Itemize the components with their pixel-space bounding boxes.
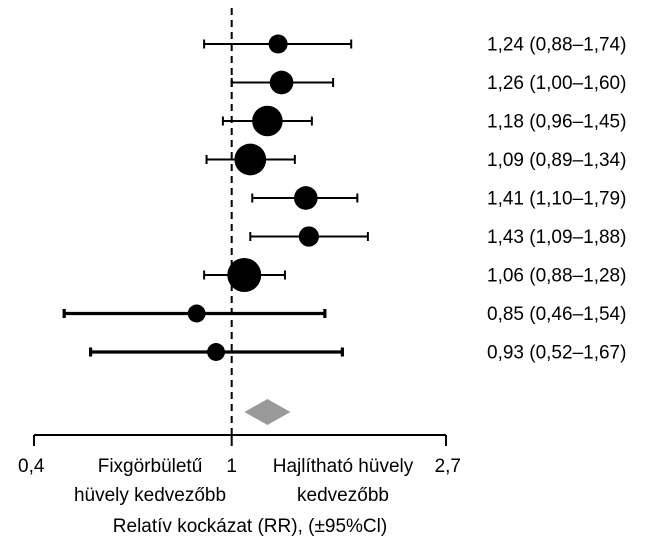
x-axis-title: Relatív kockázat (RR), (±95%Cl): [113, 516, 387, 537]
point-estimate-marker: [294, 186, 318, 210]
study-row: 1,26 (1,00–1,60): [230, 70, 626, 95]
study-row: 0,85 (0,46–1,54): [62, 304, 626, 325]
study-row: 1,43 (1,09–1,88): [249, 226, 626, 248]
study-row: 0,93 (0,52–1,67): [89, 343, 626, 364]
study-value-label: 0,93 (0,52–1,67): [487, 343, 626, 364]
study-value-label: 1,18 (0,96–1,45): [487, 112, 626, 133]
x-axis: 0,4 1 2,7: [18, 434, 461, 477]
point-estimate-marker: [268, 34, 288, 54]
study-value-label: 1,24 (0,88–1,74): [487, 35, 626, 56]
study-row: 1,24 (0,88–1,74): [203, 34, 626, 56]
x-tick-label: 0,4: [18, 456, 45, 477]
x-tick-label: 2,7: [435, 456, 461, 477]
favors-left-label-line-1: Fixgörbületű: [98, 456, 203, 477]
point-estimate-marker: [227, 258, 262, 292]
axis-labels: Fixgörbületű hüvely kedvezőbb Hajlítható…: [74, 456, 414, 537]
x-tick-label: 1: [226, 456, 237, 477]
point-estimate-marker: [298, 226, 319, 247]
study-value-label: 0,85 (0,46–1,54): [487, 304, 626, 325]
study-row: 1,18 (0,96–1,45): [221, 105, 626, 137]
study-value-label: 1,06 (0,88–1,28): [487, 266, 626, 287]
study-row: 1,09 (0,89–1,34): [205, 143, 626, 176]
point-estimate-marker: [252, 105, 283, 137]
point-estimate-marker: [207, 343, 225, 361]
study-value-label: 1,43 (1,09–1,88): [487, 227, 626, 248]
pooled-estimate-group: [244, 399, 291, 425]
point-estimate-marker: [187, 304, 206, 323]
favors-left-label-line-2: hüvely kedvezőbb: [74, 485, 226, 506]
favors-right-label-line-1: Hajlítható hüvely: [273, 456, 414, 477]
favors-right-label-line-2: kedvezőbb: [297, 485, 389, 506]
point-estimate-marker: [234, 143, 267, 176]
study-rows: 1,24 (0,88–1,74) 1,26 (1,00–1,60) 1,18 (0,…: [62, 34, 626, 364]
study-value-label: 1,26 (1,00–1,60): [487, 73, 626, 94]
point-estimate-marker: [269, 70, 294, 95]
study-value-label: 1,09 (0,89–1,34): [487, 150, 626, 171]
study-row: 1,06 (0,88–1,28): [203, 258, 626, 292]
study-value-label: 1,41 (1,10–1,79): [487, 189, 626, 210]
pooled-estimate-diamond: [244, 399, 291, 425]
study-row: 1,41 (1,10–1,79): [251, 186, 626, 210]
